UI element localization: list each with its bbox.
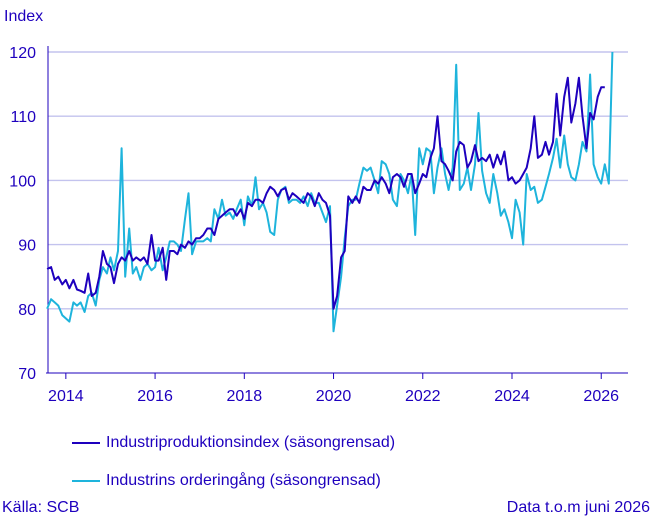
legend-item-orders: Industrins orderingång (säsongrensad) xyxy=(72,462,395,500)
y-tick-label: 80 xyxy=(18,302,36,319)
x-tick-label: 2024 xyxy=(494,388,530,405)
legend-label-production: Industriproduktionsindex (säsongrensad) xyxy=(106,434,396,451)
series-line-production xyxy=(46,76,605,310)
y-tick-labels: 70 80 90 100 110 120 xyxy=(9,45,36,383)
x-tick-label: 2026 xyxy=(583,388,619,405)
x-tick-label: 2022 xyxy=(405,388,441,405)
legend: Industriproduktionsindex (säsongrensad) … xyxy=(72,424,395,500)
x-tick-label: 2020 xyxy=(316,388,352,405)
legend-swatch-orders xyxy=(72,480,100,482)
y-tick-label: 100 xyxy=(9,173,36,190)
gridlines xyxy=(46,46,628,374)
x-tick-label: 2016 xyxy=(137,388,173,405)
data-note: Data t.o.m juni 2026 xyxy=(506,499,650,516)
y-axis-label: Index xyxy=(4,8,43,25)
source-note: Källa: SCB xyxy=(2,499,80,516)
series-lines xyxy=(46,51,614,333)
legend-item-production: Industriproduktionsindex (säsongrensad) xyxy=(72,424,395,462)
y-tick-label: 110 xyxy=(10,109,36,126)
legend-swatch-production xyxy=(72,442,100,444)
y-tick-label: 90 xyxy=(18,238,36,255)
legend-label-orders: Industrins orderingång (säsongrensad) xyxy=(106,472,381,489)
series-line-orders xyxy=(46,51,614,333)
y-tick-label: 70 xyxy=(18,366,36,383)
x-tick-label: 2018 xyxy=(227,388,263,405)
x-tick-label: 2014 xyxy=(48,388,84,405)
x-tick-labels: 2014 2016 2018 2020 2022 2024 2026 xyxy=(48,373,619,405)
y-tick-label: 120 xyxy=(9,45,36,62)
